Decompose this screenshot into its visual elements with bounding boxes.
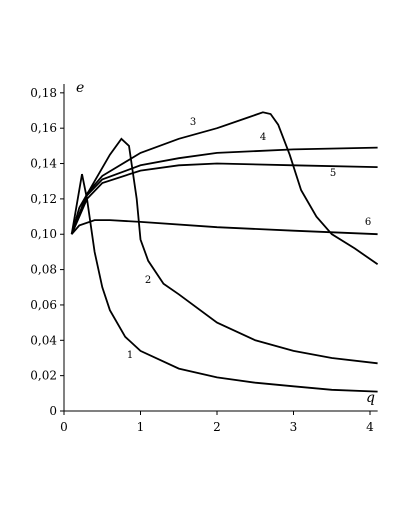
curve-label: 5 — [330, 168, 336, 179]
y-tick-label: 0,04 — [30, 333, 57, 347]
x-axis-label: q — [366, 390, 375, 406]
y-tick-label: 0,18 — [30, 86, 57, 100]
curve — [70, 162, 378, 235]
y-tick-label: 0,02 — [30, 369, 57, 383]
curve-label: 6 — [365, 217, 371, 228]
curve-label: 4 — [260, 132, 266, 143]
y-tick-label: 0,08 — [30, 263, 57, 277]
curve-label: 1 — [127, 350, 133, 361]
curve-label: 2 — [145, 275, 151, 286]
curve-label: 3 — [190, 117, 196, 128]
y-tick-label: 0,12 — [30, 192, 57, 206]
y-tick-label: 0 — [49, 404, 57, 418]
x-tick-label: 1 — [137, 420, 145, 434]
y-tick-label: 0,06 — [30, 298, 57, 312]
curve — [70, 146, 378, 235]
x-tick-label: 3 — [290, 420, 298, 434]
x-tick-label: 2 — [213, 420, 221, 434]
y-tick-label: 0,14 — [30, 157, 57, 171]
curve — [70, 111, 379, 266]
x-tick-label: 4 — [366, 420, 374, 434]
x-tick-label: 0 — [60, 420, 68, 434]
y-tick-label: 0,10 — [30, 227, 57, 241]
y-tick-label: 0,16 — [30, 121, 57, 135]
y-axis-label: e — [76, 80, 84, 96]
curve — [71, 219, 378, 236]
curve — [70, 173, 378, 393]
curve — [70, 137, 378, 365]
